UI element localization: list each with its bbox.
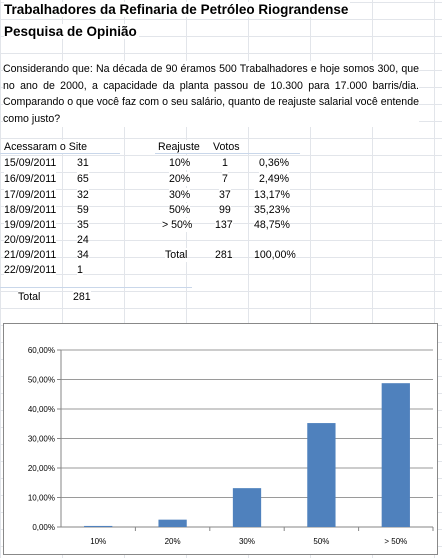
visits-total-divider	[0, 287, 192, 288]
votes-header-votos: Votos	[213, 140, 240, 154]
y-tick-label: 30,00%	[28, 435, 55, 444]
y-tick-label: 40,00%	[28, 405, 55, 414]
visits-count: 59	[77, 203, 89, 217]
x-tick-label: 20%	[165, 537, 181, 546]
bar	[307, 423, 336, 527]
votes-reajuste: 20%	[169, 172, 191, 186]
chart-container: 0,00% 10,00% 20,00% 30,00% 40,00% 50,00% 60,00…	[3, 323, 438, 555]
y-tick-label: 50,00%	[28, 376, 55, 385]
votes-reajuste: 50%	[169, 203, 191, 217]
y-tick-label: 0,00%	[32, 523, 55, 532]
x-tick-label: 50%	[313, 537, 329, 546]
visits-date: 15/09/2011	[4, 156, 57, 170]
bar	[381, 383, 410, 527]
visits-count: 24	[77, 233, 89, 247]
votes-header-reajuste: Reajuste	[158, 140, 200, 154]
visits-count: 31	[77, 156, 89, 170]
visits-header-divider	[0, 153, 120, 154]
bar-chart: 0,00% 10,00% 20,00% 30,00% 40,00% 50,00% 60,00…	[28, 346, 434, 546]
visits-total-label: Total	[18, 290, 41, 304]
votes-votos: 37	[219, 188, 231, 202]
visits-header: Acessaram o Site	[4, 140, 88, 154]
visits-date: 17/09/2011	[4, 188, 57, 202]
votes-pct: 35,23%	[254, 203, 290, 217]
votes-header-divider	[155, 153, 300, 154]
votes-pct: 48,75%	[254, 218, 290, 232]
x-tick-label: 30%	[239, 537, 255, 546]
y-tick-label: 10,00%	[28, 494, 55, 503]
survey-question: Considerando que: Na década de 90 éramos…	[3, 61, 419, 128]
votes-votos: 1	[222, 156, 228, 170]
y-tick-label: 20,00%	[28, 464, 55, 473]
page-subtitle: Pesquisa de Opinião	[4, 24, 139, 39]
votes-pct: 0,36%	[259, 156, 290, 170]
visits-date: 19/09/2011	[4, 218, 57, 232]
bar	[158, 519, 187, 527]
visits-count: 65	[77, 172, 89, 186]
votes-reajuste: 10%	[169, 156, 191, 170]
votes-total-label: Total	[165, 248, 188, 262]
bar	[232, 488, 262, 527]
visits-count: 1	[77, 263, 83, 277]
visits-count: 32	[77, 188, 89, 202]
x-tick-label: > 50%	[384, 537, 407, 546]
x-tick-label: 10%	[90, 537, 106, 546]
votes-total-pct: 100,00%	[254, 248, 296, 262]
votes-pct: 2,49%	[259, 172, 290, 186]
bar	[84, 525, 113, 527]
votes-reajuste: > 50%	[162, 218, 193, 232]
visits-total-value: 281	[73, 290, 91, 304]
visits-date: 18/09/2011	[4, 203, 57, 217]
page-title: Trabalhadores da Refinaria de Petróleo R…	[4, 2, 351, 17]
votes-reajuste: 30%	[169, 188, 191, 202]
votes-total-votos: 281	[215, 248, 233, 262]
y-tick-label: 60,00%	[28, 346, 55, 355]
votes-votos: 99	[219, 203, 231, 217]
visits-count: 35	[77, 218, 89, 232]
visits-date: 21/09/2011	[4, 248, 57, 262]
visits-date: 16/09/2011	[4, 172, 57, 186]
votes-votos: 137	[215, 218, 233, 232]
votes-votos: 7	[222, 172, 228, 186]
visits-date: 20/09/2011	[4, 233, 57, 247]
votes-pct: 13,17%	[254, 188, 290, 202]
visits-date: 22/09/2011	[4, 263, 57, 277]
visits-count: 34	[77, 248, 89, 262]
